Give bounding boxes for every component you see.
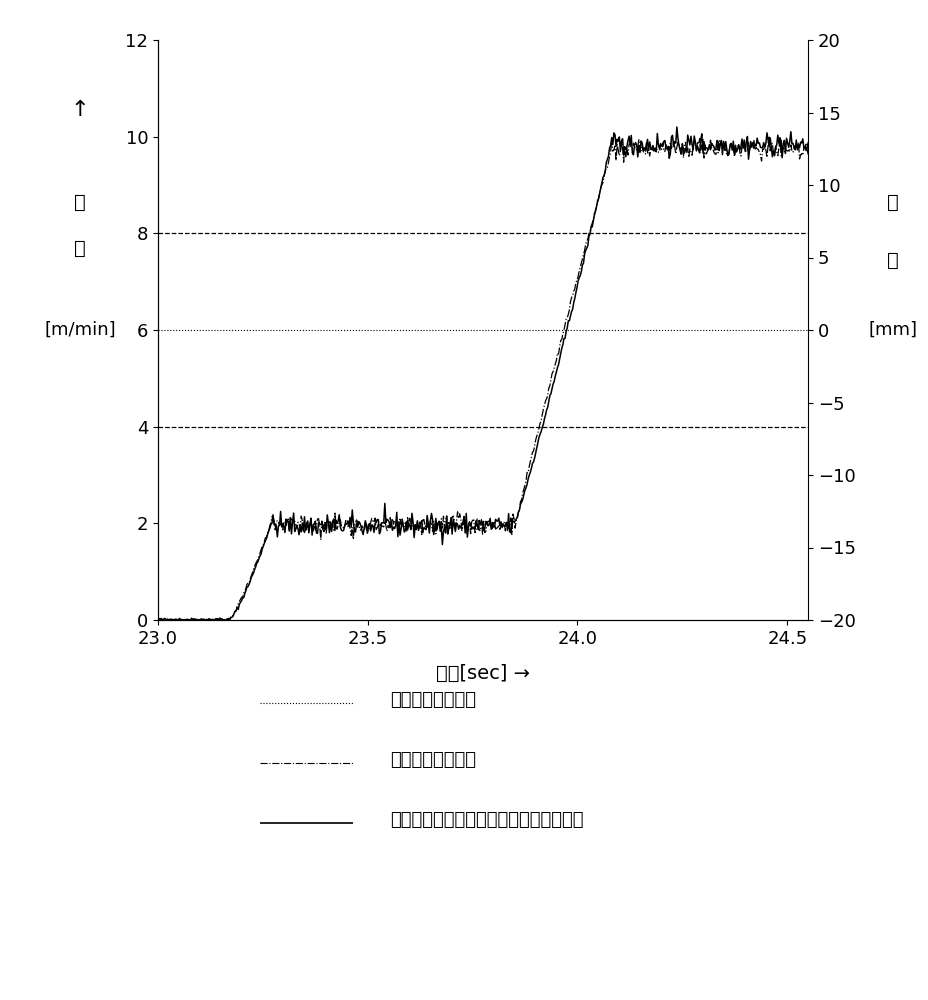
Text: ：松紧调节辊位移: ：松紧调节辊位移: [390, 691, 476, 709]
Text: [mm]: [mm]: [868, 321, 916, 339]
Text: ：层叠光学膜速度: ：层叠光学膜速度: [390, 751, 476, 769]
X-axis label: 时间[sec] →: 时间[sec] →: [435, 664, 530, 683]
Text: ↑: ↑: [71, 100, 89, 120]
Text: 速: 速: [74, 193, 85, 212]
Text: [m/min]: [m/min]: [44, 321, 116, 339]
Text: 度: 度: [74, 239, 85, 258]
Text: 位: 位: [886, 193, 897, 212]
Text: 移: 移: [886, 251, 897, 270]
Text: ：内进给速度（外进给速度或贴合速度）: ：内进给速度（外进给速度或贴合速度）: [390, 811, 583, 829]
